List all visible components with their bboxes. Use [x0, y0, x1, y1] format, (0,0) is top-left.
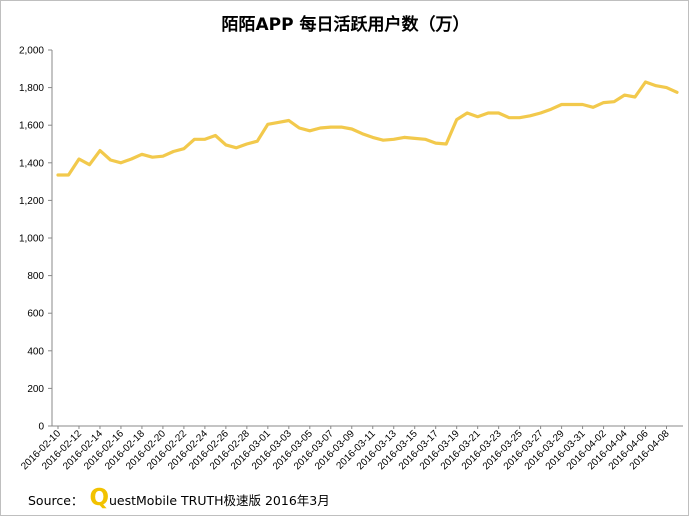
data-point — [214, 134, 217, 137]
data-point — [644, 80, 647, 84]
data-point — [465, 111, 469, 115]
data-point — [56, 173, 60, 177]
data-point — [161, 155, 165, 158]
data-point — [67, 173, 70, 177]
y-tick-label: 400 — [27, 346, 44, 357]
data-point — [455, 118, 458, 121]
data-point — [403, 136, 406, 139]
y-tick-label: 2,000 — [19, 46, 44, 57]
data-point — [444, 142, 448, 146]
data-point — [549, 108, 553, 111]
data-point — [413, 137, 416, 140]
data-point — [392, 138, 395, 141]
y-tick-label: 1,400 — [19, 158, 44, 169]
data-point — [193, 138, 196, 141]
series-line-dau — [56, 80, 679, 177]
y-tick-label: 1,800 — [19, 83, 44, 94]
data-point — [329, 125, 332, 129]
data-point — [245, 142, 249, 146]
y-tick-label: 200 — [27, 384, 44, 395]
data-point — [612, 100, 616, 103]
data-point — [528, 114, 532, 118]
data-point — [518, 116, 521, 119]
chart-title: 陌陌APP 每日活跃用户数（万） — [221, 15, 470, 35]
y-tick-label: 1,600 — [19, 121, 44, 132]
data-point — [235, 146, 238, 149]
x-axis: 2016-02-102016-02-122016-02-142016-02-16… — [19, 425, 683, 472]
data-point — [654, 84, 658, 87]
data-point — [665, 86, 668, 89]
data-point — [172, 150, 175, 153]
data-point — [298, 126, 301, 130]
data-point — [319, 126, 322, 130]
data-point — [591, 106, 595, 109]
questmobile-logo-letter: Q — [89, 485, 109, 511]
data-point — [287, 119, 291, 122]
data-point — [539, 111, 542, 115]
data-point — [486, 111, 490, 115]
data-point — [308, 129, 311, 133]
source-text: uestMobile TRUTH极速版 2016年3月 — [109, 493, 330, 508]
data-point — [371, 136, 374, 139]
series-layer — [56, 80, 679, 177]
data-point — [182, 147, 186, 150]
data-point — [623, 93, 626, 97]
y-tick-label: 0 — [38, 422, 44, 433]
data-point — [119, 161, 123, 164]
data-point — [581, 103, 584, 106]
data-point — [675, 91, 679, 94]
data-point — [277, 121, 280, 124]
data-point — [77, 157, 81, 161]
data-point — [203, 138, 207, 141]
data-point — [497, 111, 500, 115]
data-point — [560, 103, 563, 106]
y-tick-label: 600 — [27, 309, 44, 320]
y-tick-label: 1,000 — [19, 234, 44, 245]
source-note: Source： Q uestMobile TRUTH极速版 2016年3月 — [28, 487, 330, 510]
y-tick-label: 1,200 — [19, 196, 44, 207]
data-point — [140, 153, 144, 156]
data-point — [88, 163, 91, 166]
data-point — [424, 138, 427, 141]
data-point — [382, 139, 385, 142]
data-point — [340, 125, 343, 129]
data-point — [130, 157, 133, 161]
data-point — [570, 103, 574, 106]
data-point — [602, 101, 605, 104]
data-point — [256, 139, 259, 143]
y-tick-label: 800 — [27, 271, 44, 282]
data-point — [151, 155, 154, 159]
data-point — [350, 127, 353, 131]
data-point — [633, 95, 637, 99]
data-point — [361, 132, 364, 135]
data-point — [98, 149, 102, 152]
data-point — [109, 158, 112, 162]
data-point — [266, 123, 270, 126]
data-point — [434, 141, 437, 145]
y-axis: 0 200 400 600 800 1,000 1,200 1,400 1,600 1,800 2,… — [19, 46, 53, 433]
data-point — [224, 143, 228, 147]
source-prefix: Source： — [28, 493, 84, 508]
data-point — [507, 116, 511, 119]
data-point — [476, 115, 479, 118]
